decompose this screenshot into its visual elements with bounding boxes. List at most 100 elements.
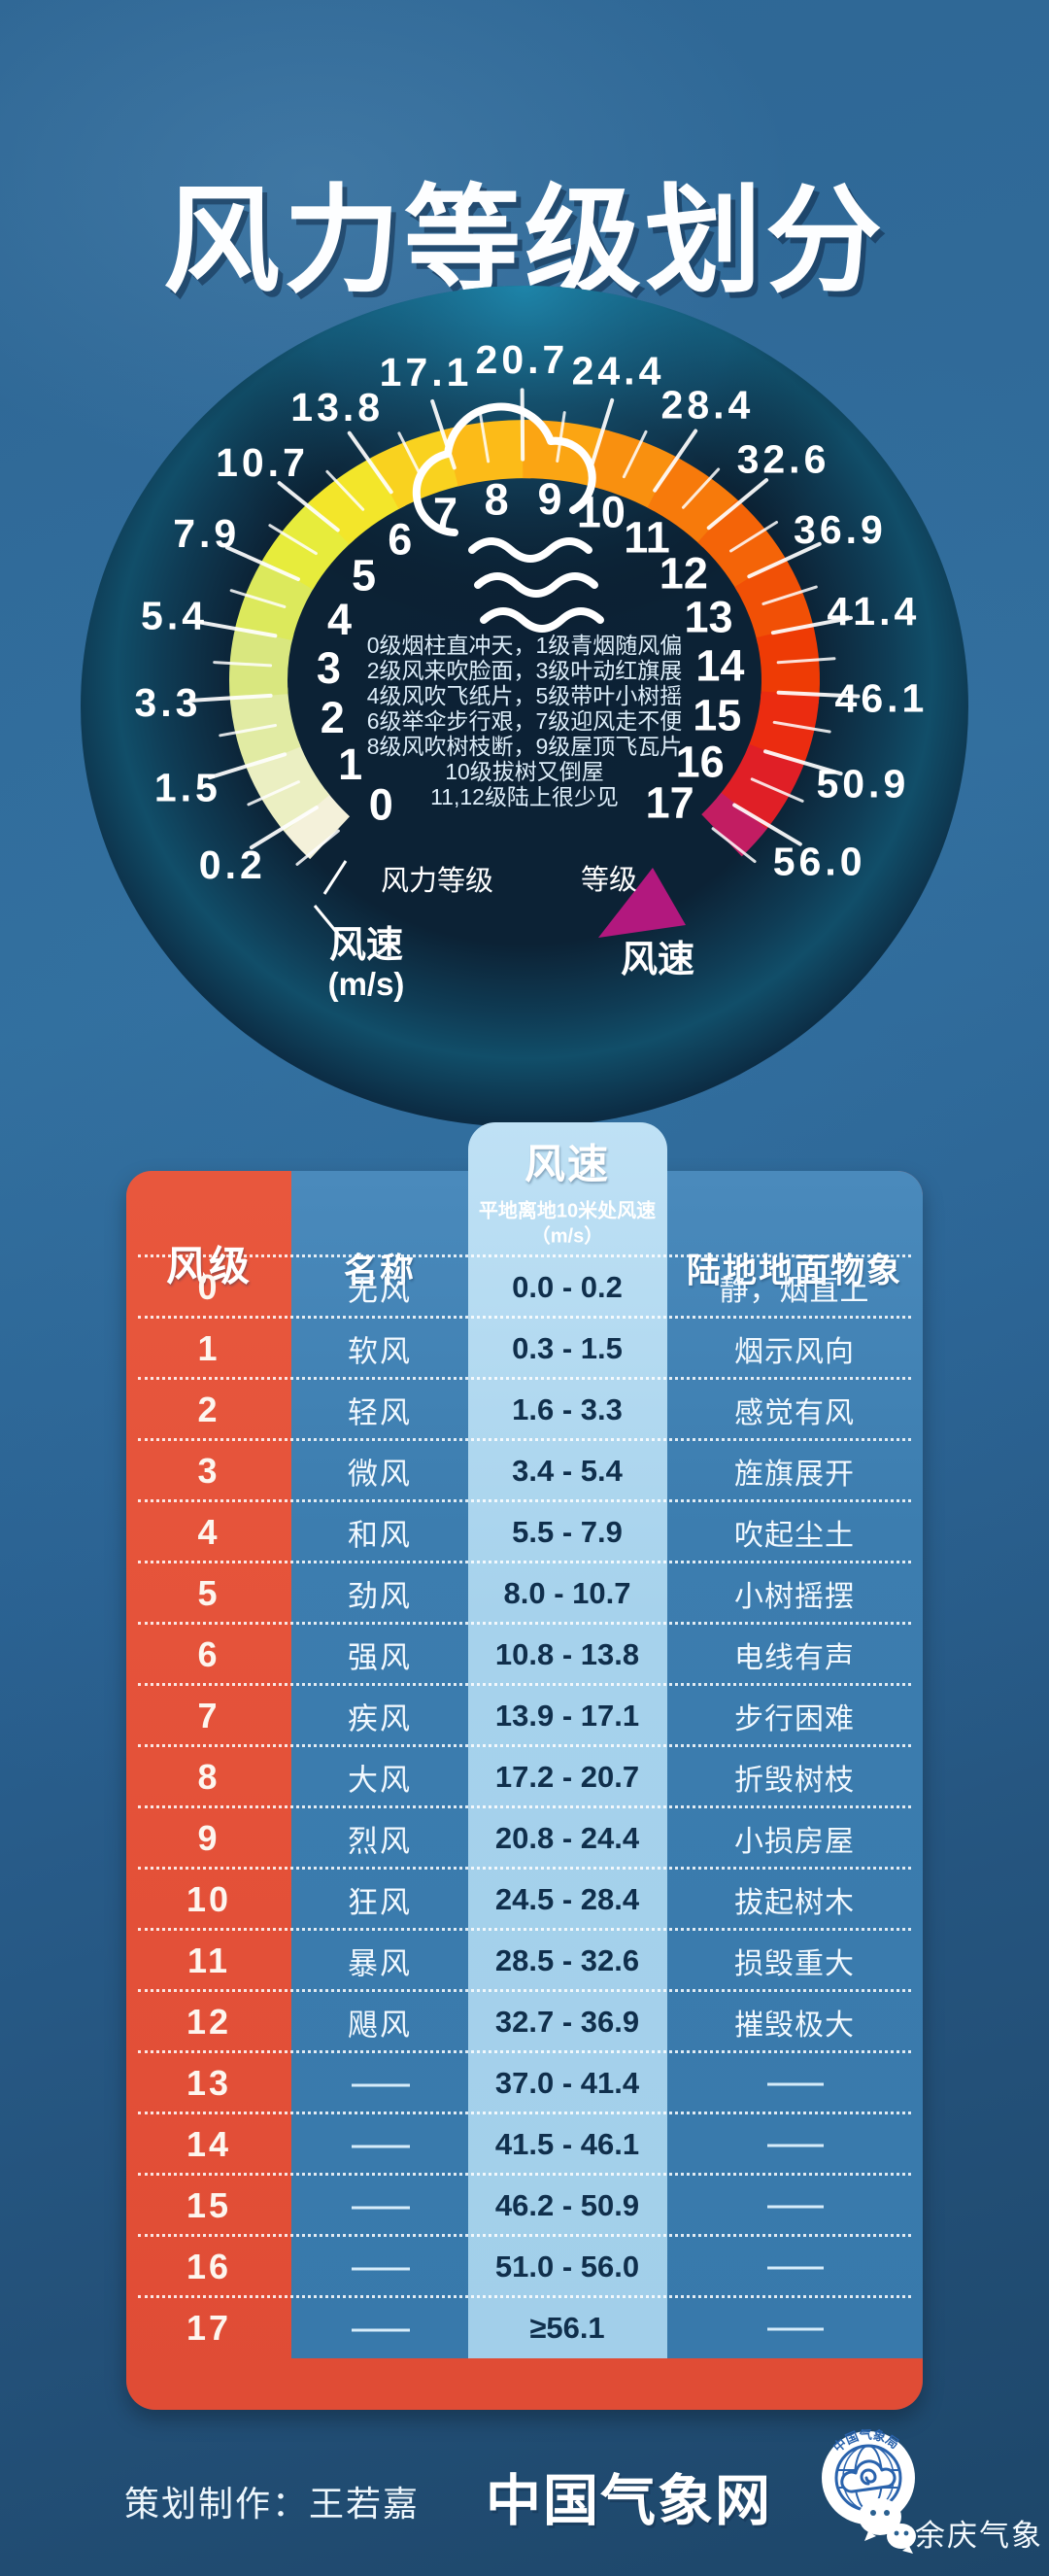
table-row: 9 烈风 20.8 - 24.4 小损房屋	[126, 1805, 923, 1869]
row-name: 烈风	[348, 1824, 412, 1858]
row-level: 4	[197, 1511, 220, 1552]
row-level: 2	[197, 1389, 220, 1429]
gauge-level-tick	[325, 469, 365, 511]
gauge-boundary-tick	[249, 806, 319, 850]
column-header-speed-unit: （m/s）	[530, 1225, 604, 1248]
table-row: 17 —— ≥56.1 ——	[126, 2295, 923, 2358]
gauge-speed-label: 56.0	[773, 839, 866, 883]
row-speed: 0.3 - 1.5	[512, 1330, 623, 1365]
gauge-speed-label: 28.4	[661, 383, 755, 428]
table-row: 4 和风 5.5 - 7.9 吹起尘土	[126, 1499, 923, 1563]
row-phenomena: 静，烟直上	[719, 1274, 870, 1307]
gauge-scale-label-left: 风力等级	[381, 865, 493, 897]
row-name: 飓风	[348, 2008, 412, 2042]
gauge-level-number: 11	[624, 513, 670, 563]
row-phenomena: 步行困难	[734, 1702, 855, 1735]
gauge-speed-label: 1.5	[154, 766, 221, 810]
gauge-level-tick	[213, 661, 273, 668]
gauge-boundary-tick	[770, 615, 853, 635]
row-phenomena: ——	[767, 2250, 824, 2283]
row-name: 强风	[348, 1640, 412, 1674]
gauge-boundary-tick	[225, 545, 300, 582]
gauge-boundary-tick	[732, 803, 802, 846]
row-level: 9	[197, 1817, 220, 1858]
row-level: 17	[186, 2307, 232, 2348]
gauge-level-number: 16	[676, 738, 725, 787]
row-speed: 28.5 - 32.6	[494, 1942, 640, 1977]
gauge-speed-label: 7.9	[173, 511, 240, 556]
gauge-leader-line	[313, 905, 344, 940]
table-row: 11 暴风 28.5 - 32.6 损毁重大	[126, 1928, 923, 1991]
gauge-boundary-tick	[188, 693, 273, 703]
row-speed: 17.2 - 20.7	[494, 1759, 640, 1794]
gauge-arc-segment-level-1	[243, 739, 330, 833]
row-speed: 20.8 - 24.4	[494, 1820, 640, 1855]
row-name: ——	[352, 2065, 410, 2100]
gauge-boundary-tick	[776, 690, 861, 699]
gauge-arc-segment-level-11	[647, 456, 744, 548]
gauge-level-tick	[229, 589, 287, 608]
row-level: 3	[197, 1450, 220, 1491]
row-level: 8	[197, 1756, 220, 1797]
gauge-legend-line: 0级烟柱直冲天，1级青烟随风偏	[367, 633, 683, 658]
row-speed: 32.7 - 36.9	[494, 2004, 640, 2039]
gauge-level-number: 6	[388, 514, 412, 564]
gauge-boundary-tick	[277, 481, 340, 532]
gauge-boundary-tick	[706, 478, 769, 531]
row-phenomena: 小树摇摆	[734, 1580, 855, 1613]
table-row: 8 大风 17.2 - 20.7 折毁树枝	[126, 1744, 923, 1807]
gauge-arc-segment-level-8	[444, 420, 532, 487]
row-name: ——	[352, 2126, 410, 2161]
table-row: 12 飓风 32.7 - 36.9 摧毁极大	[126, 1989, 923, 2052]
row-speed: 46.2 - 50.9	[494, 2187, 640, 2222]
row-level: 6	[197, 1633, 220, 1674]
gauge-level-number: 5	[352, 551, 376, 601]
column-header-name: 名称	[343, 1252, 417, 1290]
row-name: 狂风	[348, 1885, 412, 1919]
table-rows: 0 无风 0.0 - 0.2 静，烟直上 1 软风 0.3 - 1.5 烟示风向 2 轻风 1.6 …	[126, 1254, 923, 2358]
table-row: 2 轻风 1.6 - 3.3 感觉有风	[126, 1377, 923, 1440]
row-speed: ≥56.1	[529, 2310, 605, 2345]
row-level: 10	[186, 1878, 232, 1919]
gauge-speed-label: 41.4	[828, 589, 921, 634]
table-row: 15 —— 46.2 - 50.9 ——	[126, 2173, 923, 2236]
gauge-level-number: 12	[660, 549, 708, 599]
row-phenomena: ——	[767, 2127, 824, 2160]
table-row: 6 强风 10.8 - 13.8 电线有声	[126, 1622, 923, 1685]
row-name: 轻风	[348, 1395, 412, 1429]
row-phenomena: 烟示风向	[734, 1335, 855, 1368]
gauge-speed-unit-label-line2: (m/s)	[328, 966, 405, 1002]
gauge-scale-label-right: 等级	[581, 864, 637, 896]
table-row: 3 微风 3.4 - 5.4 旌旗展开	[126, 1438, 923, 1501]
row-speed: 3.4 - 5.4	[512, 1453, 623, 1488]
cloud-wind-icon	[412, 402, 604, 633]
row-phenomena: ——	[767, 2311, 824, 2344]
gauge-level-number: 8	[485, 475, 509, 525]
row-phenomena: 摧毁极大	[734, 2009, 855, 2042]
row-level: 11	[186, 1940, 231, 1980]
gauge-level-tick	[728, 521, 779, 553]
gauge-boundary-tick	[520, 388, 525, 462]
row-phenomena: 小损房屋	[734, 1825, 855, 1858]
row-name: 劲风	[348, 1579, 412, 1613]
gauge-level-number: 17	[646, 778, 694, 828]
row-level: 14	[186, 2123, 232, 2164]
gauge-boundary-tick	[195, 619, 278, 638]
gauge-level-tick	[556, 411, 566, 463]
gauge-speed-label: 5.4	[141, 594, 208, 638]
row-speed: 10.8 - 13.8	[494, 1636, 640, 1671]
gauge-speed-label: 32.6	[737, 436, 830, 481]
row-name: 软风	[348, 1334, 412, 1368]
gauge-arc-segment-level-6	[309, 453, 406, 545]
table-row: 10 狂风 24.5 - 28.4 拔起树木	[126, 1867, 923, 1930]
gauge-level-tick	[247, 780, 300, 807]
row-name: 微风	[348, 1457, 412, 1491]
gauge-arc-segment-level-2	[229, 686, 301, 770]
row-phenomena: 折毁树枝	[734, 1764, 855, 1797]
table-row: 14 —— 41.5 - 46.1 ——	[126, 2112, 923, 2175]
row-level: 5	[197, 1572, 220, 1613]
gauge-speed-label: 20.7	[476, 337, 569, 382]
gauge-end-arrow	[598, 868, 686, 938]
gauge-level-tick	[776, 657, 836, 665]
column-header-speed: 风速	[524, 1141, 611, 1187]
